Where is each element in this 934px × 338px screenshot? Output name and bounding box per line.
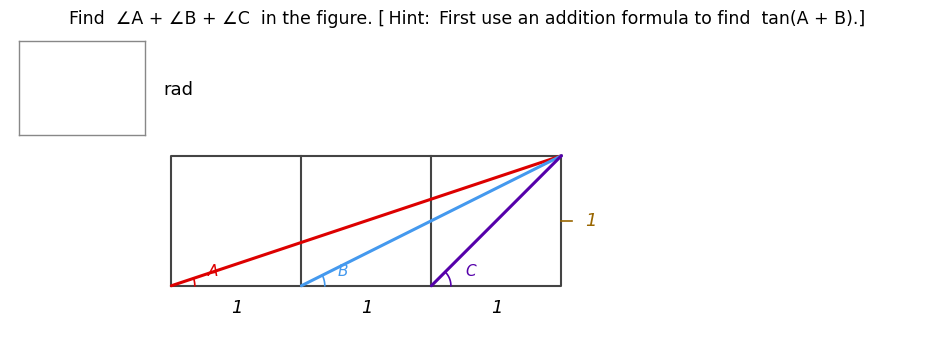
Text: B: B <box>338 264 348 279</box>
Text: A: A <box>207 264 219 279</box>
Text: C: C <box>465 264 475 279</box>
Text: rad: rad <box>163 80 193 99</box>
Text: 1: 1 <box>585 212 596 230</box>
Text: Find  ∠A + ∠B + ∠C  in the figure. [ Hint:  First use an addition formula to fin: Find ∠A + ∠B + ∠C in the figure. [ Hint:… <box>69 10 865 28</box>
Text: 1: 1 <box>361 299 372 317</box>
Text: 1: 1 <box>231 299 242 317</box>
Text: 1: 1 <box>490 299 502 317</box>
